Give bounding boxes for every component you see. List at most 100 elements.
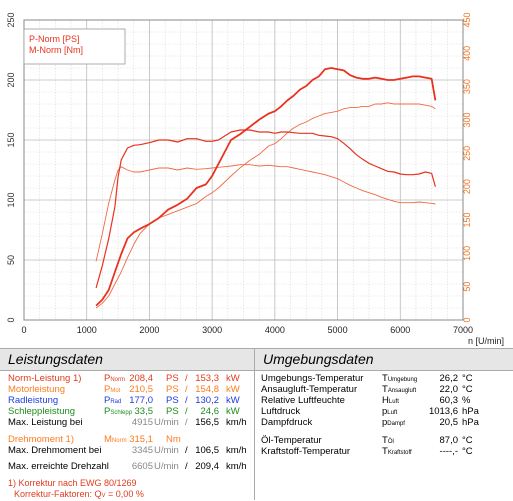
info-value-2: 106,5 xyxy=(195,445,219,456)
y-left-tick-label: 50 xyxy=(6,255,16,265)
leistung-sep: / xyxy=(185,417,188,428)
umgebung-value: 22,0 xyxy=(439,384,459,395)
series-line-1 xyxy=(95,129,436,289)
umgebung-label: Dampfdruck xyxy=(261,417,313,428)
info-label: Max. erreichte Drehzahl xyxy=(8,461,109,472)
legend-entry-m-norm: M-Norm [Nm] xyxy=(29,45,83,55)
y-right-tick-label: 50 xyxy=(462,282,472,292)
umgebung-value: 20,5 xyxy=(439,417,459,428)
leistung-unit-1: PS xyxy=(166,384,179,395)
umgebung-label: Relative Luftfeuchte xyxy=(261,395,345,406)
umgebung-symbol: TUmgebung xyxy=(382,373,418,384)
y-right-tick-label: 0 xyxy=(462,317,472,322)
legend-entry-p-norm: P-Norm [PS] xyxy=(29,34,80,44)
umgebung-symbol-sub: Kraftstoff xyxy=(387,450,412,456)
leistung-value-2: 154,8 xyxy=(195,384,219,395)
umgebung-symbol-sub: Dampf xyxy=(387,421,405,427)
leistung-value-2: 24,6 xyxy=(200,406,220,417)
leistung-symbol: PSchlepp xyxy=(104,406,133,417)
leistung-value-1: 208,4 xyxy=(129,373,153,384)
y-right-tick-label: 450 xyxy=(462,12,472,27)
umgebung-symbol: pLuft xyxy=(382,406,398,417)
umgebung-label: Umgebungs-Temperatur xyxy=(261,373,364,384)
drehmoment-symbol-sub: Norm xyxy=(111,438,127,444)
legend-box xyxy=(23,28,126,65)
umgebung-unit: hPa xyxy=(462,406,479,417)
leistung-row: Norm-Leistung 1) PNorm 208,4 PS / 153,3 kW xyxy=(0,373,254,384)
x-tick-label: 1000 xyxy=(77,325,97,335)
drehmoment-value: 315,1 xyxy=(129,434,153,445)
leistung-row: Schleppleistung PSchlepp 33,5 PS / 24,6 kW xyxy=(0,406,254,417)
umgebung-row: Dampfdruck pDampf 20,5 hPa xyxy=(255,417,513,428)
y-right-tick-label: 150 xyxy=(462,212,472,227)
info-unit-1: U/min xyxy=(154,445,179,456)
y-right-tick-label: 200 xyxy=(462,179,472,194)
leistung-unit-1: PS xyxy=(166,395,179,406)
umgebung-unit: % xyxy=(462,395,471,406)
umgebung-symbol: TÖl xyxy=(382,435,394,446)
info-value-2: 209,4 xyxy=(195,461,219,472)
y-left-tick-label: 100 xyxy=(6,192,16,207)
umgebung-row: Kraftstoff-Temperatur TKraftstoff ----,- °C xyxy=(255,446,513,457)
grid-minor xyxy=(24,20,463,320)
leistung-value-2: 130,2 xyxy=(195,395,219,406)
umgebung-unit: hPa xyxy=(462,417,479,428)
umgebung-symbol: HLuft xyxy=(382,395,399,406)
dyno-chart: 0 50 100 150 200 250 0 50 100 150 200 250 300 350 400… xyxy=(6,12,504,346)
leistung-value-1: 210,5 xyxy=(129,384,153,395)
plot-frame xyxy=(23,19,464,321)
correction-factors-sub: V xyxy=(101,493,106,499)
x-tick-labels: 0 1000 2000 3000 4000 5000 6000 7000 xyxy=(21,325,473,335)
leistung-unit-2: kW xyxy=(226,373,240,384)
info-sep: / xyxy=(185,445,188,456)
y-right-tick-label: 300 xyxy=(462,112,472,127)
leistung-unit-2: km/h xyxy=(226,417,247,428)
leistung-symbol-sub: Norm xyxy=(110,377,126,383)
leistung-label: Motorleistung xyxy=(8,384,66,395)
umgebung-value: 87,0 xyxy=(439,435,459,446)
y-left-tick-label: 150 xyxy=(6,132,16,147)
umgebung-symbol-sub: Luft xyxy=(388,399,399,405)
leistung-unit-2: kW xyxy=(226,406,240,417)
leistung-sep: / xyxy=(185,373,188,384)
info-value-1: 6605 xyxy=(131,461,153,472)
leistung-symbol: PRad xyxy=(104,395,122,406)
info-sep: / xyxy=(185,461,188,472)
umgebung-symbol-sub: Ansaugluft xyxy=(387,388,417,394)
leistung-label: Schleppleistung xyxy=(8,406,76,417)
leistung-row: Radleistung PRad 177,0 PS / 130,2 kW xyxy=(0,395,254,406)
umgebung-symbol: TAnsaugluft xyxy=(382,384,417,395)
umgebung-symbol: TKraftstoff xyxy=(382,446,412,457)
leistung-label: Norm-Leistung 1) xyxy=(8,373,82,384)
umgebung-symbol: pDampf xyxy=(382,417,405,428)
y-left-tick-label: 200 xyxy=(6,72,16,87)
umgebung-symbol-sub: Öl xyxy=(387,439,394,445)
umgebung-unit: °C xyxy=(462,435,473,446)
drehmoment-info-row: Max. erreichte Drehzahl 6605 U/min / 209,4 km… xyxy=(0,461,254,472)
leistung-symbol: PMot xyxy=(104,384,121,395)
series-line-3 xyxy=(95,164,436,262)
umgebung-row: Relative Luftfeuchte HLuft 60,3% xyxy=(255,395,513,406)
umgebung-value: ----,- xyxy=(439,446,458,457)
y-left-tick-labels: 0 50 100 150 200 250 xyxy=(6,12,16,322)
leistung-value-1: 4915 xyxy=(131,417,153,428)
y-right-tick-label: 350 xyxy=(462,79,472,94)
leistung-unit-1: PS xyxy=(166,373,179,384)
leistung-symbol-sub: Rad xyxy=(110,399,122,405)
leistung-value-2: 153,3 xyxy=(195,373,219,384)
x-tick-label: 7000 xyxy=(453,325,473,335)
x-tick-label: 0 xyxy=(21,325,26,335)
leistung-label: Max. Leistung bei xyxy=(8,417,83,428)
y-left-tick-label: 250 xyxy=(6,12,16,27)
umgebung-row: Öl-Temperatur TÖl 87,0 °C xyxy=(255,435,513,446)
umgebung-label: Kraftstoff-Temperatur xyxy=(261,446,351,457)
leistung-sep: / xyxy=(185,384,188,395)
y-right-tick-label: 400 xyxy=(462,46,472,61)
leistung-unit-2: kW xyxy=(226,384,240,395)
drehmoment-label: Drehmoment 1) xyxy=(8,434,74,445)
series-line-2 xyxy=(95,102,436,309)
leistung-unit-1: PS xyxy=(166,406,179,417)
umgebung-row: Luftdruck pLuft 1013,6 hPa xyxy=(255,406,513,417)
leistung-value-2: 156,5 xyxy=(195,417,219,428)
y-left-tick-label: 0 xyxy=(6,317,16,322)
